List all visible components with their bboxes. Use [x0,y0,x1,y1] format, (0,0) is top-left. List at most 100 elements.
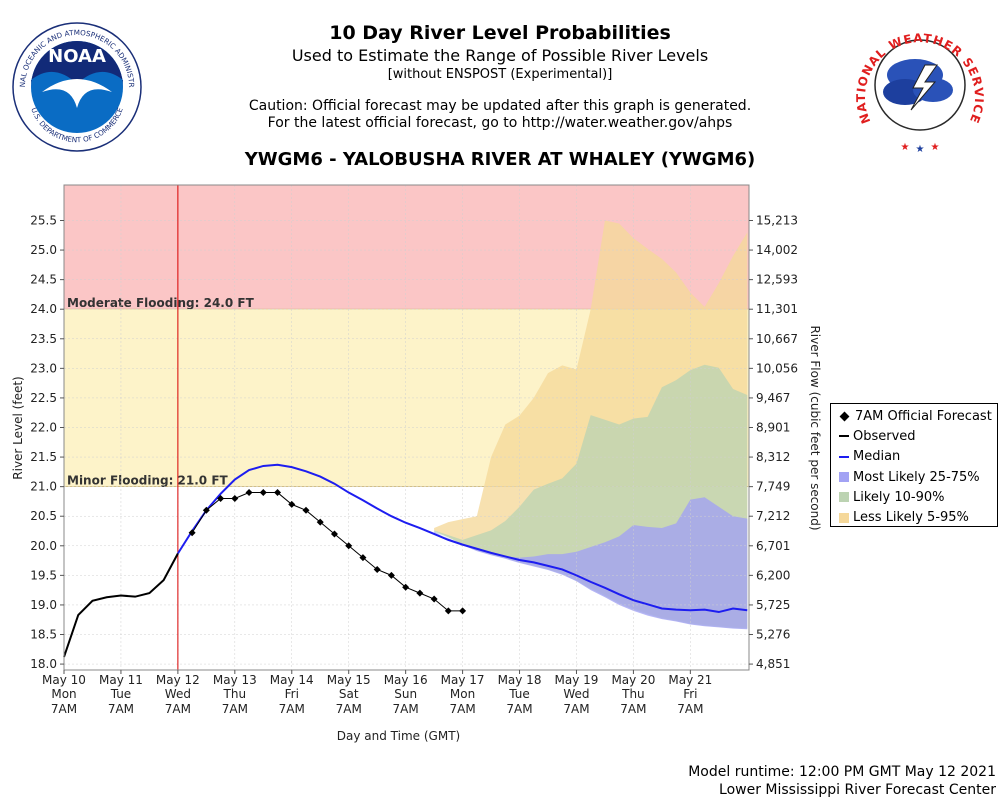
y-tick-label: 25.0 [30,243,57,257]
forecast-point [245,489,253,497]
nws-logo: NATIONAL WEATHER SERVICE ★ ★ ★ [855,21,985,155]
x-tick-time: 7AM [449,702,475,716]
forecast-point [402,583,410,591]
y-tick-label: 24.5 [30,273,57,287]
x-tick-dow: Fri [683,687,697,701]
flow-tick-label: 10,056 [756,361,798,375]
chart-legend: 7AM Official Forecast Observed Median Mo… [830,403,998,527]
y-axis-title: River Level (feet) [11,376,25,479]
x-tick-day: May 18 [498,673,542,687]
forecast-point [373,565,381,573]
forecast-point [259,489,267,497]
band-25-75 [434,497,748,630]
x-tick-dow: Sat [339,687,359,701]
forecast-point [288,500,296,508]
chart-subtitle: Used to Estimate the Range of Possible R… [291,46,709,65]
flow-tick-label: 9,467 [756,391,790,405]
forecast-point [274,489,282,497]
flow-tick-label: 11,301 [756,302,798,316]
forecast-point [330,530,338,538]
forecast-center: Lower Mississippi River Forecast Center [719,782,996,798]
y-tick-label: 21.0 [30,480,57,494]
y-tick-label: 21.5 [30,450,57,464]
x-tick-dow: Mon [450,687,475,701]
flood-label-1: Minor Flooding: 21.0 FT [67,474,229,488]
noaa-logo: NOAA NATIONAL OCEANIC AND ATMOSPHERIC AD… [12,10,142,152]
x-tick-time: 7AM [563,702,589,716]
flow-tick-label: 6,701 [756,539,790,553]
x-tick-time: 7AM [336,702,362,716]
flow-tick-label: 4,851 [756,657,790,671]
x-tick-day: May 11 [99,673,143,687]
flow-tick-label: 14,002 [756,243,798,257]
median-line [177,463,748,614]
noaa-logo-text: NOAA [48,46,106,67]
x-tick-dow: Sun [394,687,417,701]
flow-tick-label: 8,312 [756,450,790,464]
caution-line-1: Caution: Official forecast may be update… [248,98,752,114]
flow-tick-label: 7,749 [756,480,790,494]
y-tick-label: 20.0 [30,539,57,553]
chart-main-title: 10 Day River Level Probabilities [329,22,671,44]
flow-tick-label: 10,667 [756,332,798,346]
y2-axis-title: River Flow (cubic feet per second) [808,325,822,530]
forecast-point [387,571,395,579]
x-tick-time: 7AM [506,702,532,716]
forecast-point [217,494,225,502]
legend-item-less-likely: Less Likely 5-95% [839,507,997,527]
observed-line [63,553,179,658]
x-tick-day: May 16 [384,673,428,687]
y-tick-label: 23.0 [30,361,57,375]
x-tick-time: 7AM [222,702,248,716]
flow-tick-label: 12,593 [756,273,798,287]
x-tick-time: 7AM [51,702,77,716]
y-tick-label: 18.0 [30,657,57,671]
x-tick-dow: Tue [110,687,132,701]
legend-item-forecast: 7AM Official Forecast [839,406,997,426]
x-tick-day: May 12 [156,673,200,687]
y-tick-label: 23.5 [30,332,57,346]
x-tick-dow: Thu [223,687,247,701]
forecast-point [202,506,210,514]
forecast-point [359,554,367,562]
forecast-point [188,529,196,537]
svg-text:★: ★ [916,144,925,155]
x-tick-time: 7AM [393,702,419,716]
x-tick-time: 7AM [165,702,191,716]
y-tick-label: 24.0 [30,302,57,316]
x-tick-day: May 20 [611,673,655,687]
x-tick-day: May 10 [42,673,86,687]
x-axis-title: Day and Time (GMT) [337,729,460,743]
svg-text:★: ★ [901,142,910,153]
x-tick-time: 7AM [620,702,646,716]
x-tick-day: May 13 [213,673,257,687]
station-title: YWGM6 - YALOBUSHA RIVER AT WHALEY (YWGM6… [244,149,756,170]
forecast-point [231,494,239,502]
caution-line-2: For the latest official forecast, go to … [267,115,733,131]
y-tick-label: 20.5 [30,509,57,523]
x-tick-time: 7AM [677,702,703,716]
x-tick-day: May 19 [555,673,599,687]
forecast-point [459,607,467,615]
x-tick-dow: Wed [165,687,191,701]
y-tick-label: 18.5 [30,628,57,642]
legend-item-most-likely: Most Likely 25-75% [839,467,997,487]
x-tick-day: May 17 [441,673,485,687]
legend-item-likely: Likely 10-90% [839,487,997,507]
flow-tick-label: 5,276 [756,628,790,642]
y-tick-label: 25.5 [30,213,57,227]
flow-tick-label: 6,200 [756,568,790,582]
x-tick-dow: Thu [621,687,645,701]
x-tick-dow: Mon [51,687,76,701]
forecast-point [345,542,353,550]
flow-tick-label: 7,212 [756,509,790,523]
flow-tick-label: 15,213 [756,213,798,227]
legend-item-observed: Observed [839,426,997,446]
x-tick-dow: Fri [285,687,299,701]
x-tick-day: May 15 [327,673,371,687]
forecast-point [416,589,424,597]
x-tick-time: 7AM [279,702,305,716]
y-tick-label: 19.0 [30,598,57,612]
flood-label-0: Moderate Flooding: 24.0 FT [67,296,255,310]
